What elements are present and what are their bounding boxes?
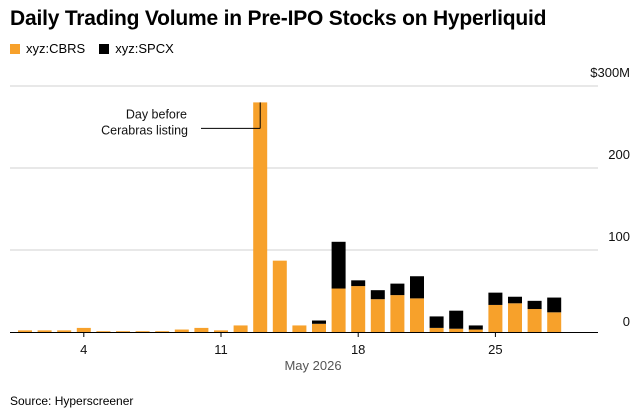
legend-swatch-spcx — [99, 43, 110, 54]
bar-cbrs — [351, 286, 366, 332]
bar-spcx — [312, 320, 326, 324]
annotation-line2: Cerabras listing — [101, 123, 188, 137]
bar-cbrs — [390, 295, 405, 332]
bar-cbrs — [468, 329, 483, 332]
bar-spcx — [468, 325, 483, 330]
bar-cbrs — [547, 312, 562, 332]
bar-spcx — [331, 241, 346, 289]
bar-spcx — [390, 283, 405, 296]
bar-cbrs — [488, 304, 503, 332]
bar-cbrs — [429, 327, 444, 332]
legend-label-spcx: xyz:SPCX — [115, 41, 174, 56]
bar-cbrs — [76, 327, 91, 332]
bar-cbrs — [370, 299, 385, 332]
x-tick-label: 18 — [351, 342, 365, 357]
annotation-line1: Day before — [126, 107, 187, 121]
bar-cbrs — [96, 331, 111, 332]
source-note: Source: Hyperscreener — [10, 394, 134, 408]
bar-cbrs — [233, 325, 248, 332]
bar-cbrs — [37, 330, 52, 332]
bar-cbrs — [508, 303, 522, 332]
bar-cbrs — [214, 330, 228, 332]
bar-spcx — [351, 280, 366, 287]
legend: xyz:CBRS xyz:SPCX — [10, 41, 174, 56]
bar-cbrs — [18, 330, 32, 332]
bar-spcx — [429, 316, 444, 328]
legend-swatch-cbrs — [10, 43, 20, 54]
bar-spcx — [449, 310, 464, 329]
y-tick-label: 100 — [608, 229, 630, 244]
bar-cbrs — [527, 309, 542, 332]
bar-cbrs — [194, 327, 209, 332]
legend-item-spcx: xyz:SPCX — [99, 41, 174, 56]
bar-spcx — [488, 292, 503, 305]
bar-cbrs — [57, 330, 72, 332]
bar-cbrs — [410, 298, 424, 332]
bar-cbrs — [331, 288, 346, 332]
bar-cbrs — [449, 328, 464, 332]
bar-cbrs — [312, 323, 326, 332]
bar-spcx — [370, 290, 385, 300]
bar-cbrs — [135, 331, 150, 332]
bar-cbrs — [272, 260, 287, 332]
bar-cbrs — [155, 331, 170, 332]
y-tick-label: 200 — [608, 147, 630, 162]
x-tick-label: 11 — [214, 342, 228, 357]
x-tick-label: 4 — [80, 342, 87, 357]
bar-spcx — [527, 300, 542, 310]
chart-title: Daily Trading Volume in Pre-IPO Stocks o… — [10, 7, 547, 30]
bar-spcx — [410, 276, 424, 299]
bar-cbrs — [174, 329, 189, 332]
bar-cbrs — [292, 325, 307, 332]
y-tick-label: $300M — [590, 65, 630, 80]
bar-cbrs — [116, 331, 130, 332]
x-axis-month-label: May 2026 — [284, 358, 341, 373]
bar-cbrs — [253, 102, 268, 333]
y-tick-label: 0 — [623, 314, 630, 329]
bar-spcx — [547, 297, 562, 313]
legend-label-cbrs: xyz:CBRS — [26, 41, 86, 56]
bar-spcx — [508, 296, 522, 304]
legend-item-cbrs: xyz:CBRS — [10, 41, 85, 56]
x-tick-label: 25 — [488, 342, 502, 357]
